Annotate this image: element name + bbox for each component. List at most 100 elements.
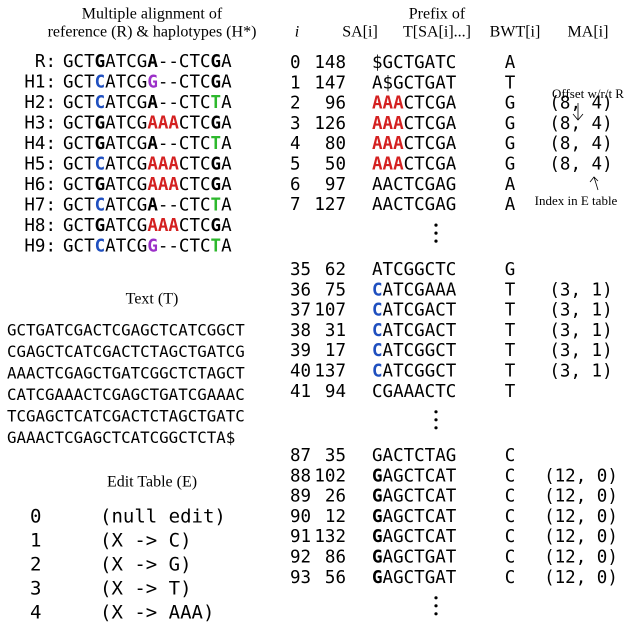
prefix: GAGCTGAT (372, 568, 457, 588)
sequence-segment: ATCG (105, 175, 147, 195)
sa-value: 62 (325, 260, 346, 280)
prefix: GAGCTCAT (372, 507, 457, 527)
sequence-segment: G (95, 216, 106, 236)
sequence-segment: C (95, 237, 106, 257)
ma-value: (12, 0) (544, 507, 618, 527)
haplotype-sequence: GCTCATCGAAACTCGA (63, 155, 232, 175)
edit-value: (X -> AAA) (100, 602, 214, 624)
ellipsis-dot (434, 231, 438, 235)
sequence-segment: GCT (63, 196, 95, 216)
sequence-segment: AAA (372, 155, 404, 175)
sequence-segment: A (147, 134, 158, 154)
sequence-segment: G (372, 466, 383, 486)
sequence-segment: GCT (63, 93, 95, 113)
sequence-segment: G (372, 527, 383, 547)
prefix: ATCGGCTC (372, 260, 456, 280)
ma-value: (3, 1) (549, 362, 612, 382)
annotation: Offset w/r/t R (552, 86, 624, 101)
bwt-value: G (505, 114, 516, 134)
ma-value: (8, 4) (549, 94, 612, 114)
sequence-segment: ATCG (105, 52, 147, 72)
text-line: TCGAGCTCATCGACTCTAGCTGATC (7, 407, 245, 426)
prefix: $GCTGATC (372, 53, 456, 73)
prefix: GAGCTCAT (372, 527, 457, 547)
sequence-segment: AAA (372, 94, 404, 114)
sequence-segment: AGCTCAT (383, 487, 457, 507)
header-prefix: Prefix of (409, 6, 466, 23)
sequence-segment: A (221, 52, 232, 72)
sequence-segment: A (221, 114, 232, 134)
ellipsis-dot (434, 596, 438, 600)
sequence-segment: AAA (147, 175, 179, 195)
text-line: GCTGATCGACTCGAGCTCATCGGCT (7, 321, 245, 340)
sequence-segment: AAA (372, 134, 404, 154)
sequence-segment: CTCGA (404, 155, 457, 175)
sequence-segment: T (211, 93, 222, 113)
sequence-segment: CTCGA (404, 94, 457, 114)
sequence-segment: A (221, 196, 232, 216)
ellipsis-dot (434, 604, 438, 608)
ma-value: (3, 1) (549, 321, 612, 341)
sequence-segment: A (221, 216, 232, 236)
sequence-segment: A (221, 237, 232, 257)
sequence-segment: CGAAACTC (372, 382, 456, 402)
prefix: AAACTCGA (372, 114, 457, 134)
sequence-segment: GCT (63, 155, 95, 175)
bwt-value: G (505, 94, 516, 114)
sa-value: 107 (314, 301, 346, 321)
sequence-segment: GCT (63, 52, 95, 72)
sa-value: 31 (325, 321, 346, 341)
sequence-segment: G (211, 155, 222, 175)
ma-value: (3, 1) (549, 280, 612, 300)
sequence-segment: GCT (63, 73, 95, 93)
ellipsis-dot (434, 410, 438, 414)
row-index: 93 (290, 568, 311, 588)
sequence-segment: A$GCTGAT (372, 73, 457, 93)
header-ma: MA[i] (568, 24, 609, 41)
sequence-segment: ATCG (105, 216, 147, 236)
sequence-segment: --CTC (158, 93, 211, 113)
edit-index: 1 (30, 530, 41, 552)
bwt-value: A (505, 195, 516, 215)
sa-value: 148 (314, 53, 346, 73)
sequence-segment: G (372, 568, 383, 588)
haplotype-sequence: GCTGATCGAAACTCGA (63, 216, 232, 236)
sequence-segment: G (372, 548, 383, 568)
sequence-segment: AGCTCAT (383, 527, 457, 547)
haplotype-label: H5: (24, 155, 56, 175)
prefix: AAACTCGA (372, 94, 457, 114)
edit-index: 4 (30, 602, 41, 624)
sequence-segment: AGCTGAT (383, 548, 457, 568)
bwt-value: T (505, 321, 516, 341)
sequence-segment: CTC (179, 216, 211, 236)
bwt-value: C (505, 466, 516, 486)
sequence-segment: ATCG (105, 93, 147, 113)
bwt-value: C (505, 527, 516, 547)
sa-value: 126 (314, 114, 346, 134)
sequence-segment: AAA (147, 155, 179, 175)
row-index: 40 (290, 362, 311, 382)
sequence-segment: GCT (63, 216, 95, 236)
ellipsis-dot (434, 418, 438, 422)
sequence-segment: --CTC (158, 196, 211, 216)
sa-value: 35 (325, 446, 346, 466)
ma-value: (3, 1) (549, 341, 612, 361)
sequence-segment: C (372, 280, 383, 300)
sequence-segment: G (95, 52, 106, 72)
sequence-segment: --CTC (158, 52, 211, 72)
ellipsis-dot (434, 223, 438, 227)
haplotype-label: H1: (24, 73, 56, 93)
bwt-value: A (505, 175, 516, 195)
haplotype-label: H2: (24, 93, 56, 113)
bwt-value: C (505, 548, 516, 568)
sequence-segment: AAA (147, 114, 179, 134)
bwt-value: G (505, 134, 516, 154)
prefix: CATCGACT (372, 321, 457, 341)
sequence-segment: A (221, 73, 232, 93)
header-prefix: T[SA[i]...] (403, 24, 471, 41)
bwt-value: A (505, 53, 516, 73)
prefix: GAGCTCAT (372, 466, 457, 486)
text-line: CGAGCTCATCGACTCTAGCTGATCG (7, 342, 245, 361)
sequence-segment: GCT (63, 175, 95, 195)
edit-value: (X -> C) (100, 530, 192, 552)
